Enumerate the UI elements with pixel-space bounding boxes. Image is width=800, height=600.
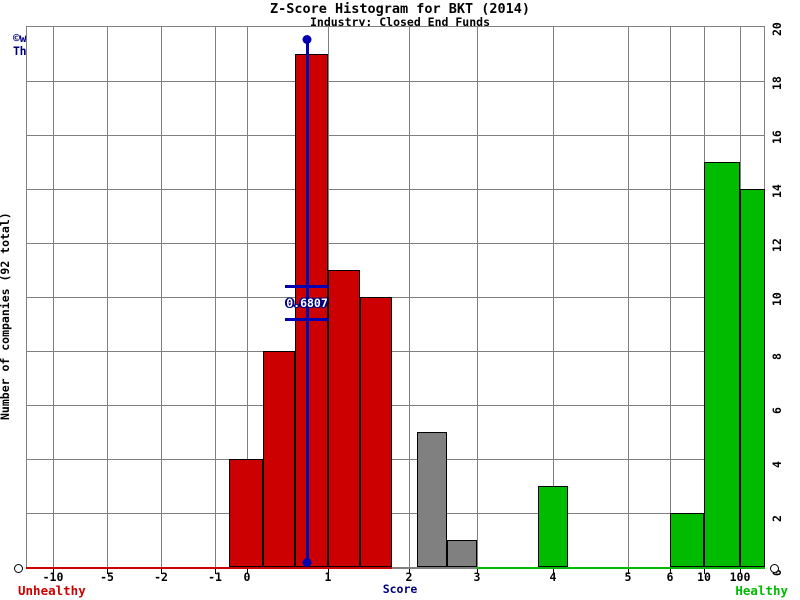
x-tick-mark — [161, 569, 162, 574]
x-tick-mark — [53, 569, 54, 574]
gridline-h — [27, 243, 764, 244]
x-tick-label: 0 — [243, 570, 251, 584]
y-tick-label: 20 — [770, 22, 784, 36]
x-tick-label: 100 — [729, 570, 751, 584]
x-tick-label: 10 — [697, 570, 711, 584]
axis-baseline — [392, 567, 477, 569]
y-tick-label: 6 — [770, 407, 784, 414]
x-tick-mark — [107, 569, 108, 574]
histogram-bar — [417, 432, 447, 567]
x-tick-mark — [409, 569, 410, 574]
x-tick-mark — [553, 569, 554, 574]
axis-endcap-left — [14, 564, 23, 573]
axis-baseline — [26, 567, 392, 569]
x-tick-label: -10 — [42, 570, 64, 584]
x-tick-label: 4 — [549, 570, 557, 584]
histogram-bar — [229, 459, 263, 567]
gridline-v — [670, 27, 671, 567]
y-tick-label: 14 — [770, 184, 784, 198]
histogram-bar — [704, 162, 740, 567]
histogram-bar — [263, 351, 295, 567]
x-tick-label: -1 — [208, 570, 222, 584]
x-axis-title: Score — [382, 582, 418, 596]
gridline-h — [27, 405, 764, 406]
gridline-h — [27, 459, 764, 460]
x-tick-mark — [628, 569, 629, 574]
histogram-bar — [360, 297, 392, 567]
marker-crossbar-lower — [285, 318, 329, 321]
marker-vertical-line — [306, 39, 309, 562]
gridline-h — [27, 135, 764, 136]
x-tick-mark — [328, 569, 329, 574]
marker-value-label: 0.6807 — [286, 296, 328, 310]
x-tick-label: 5 — [624, 570, 632, 584]
y-tick-label: 18 — [770, 76, 784, 90]
caption-healthy: Healthy — [735, 583, 788, 598]
x-tick-mark — [740, 569, 741, 574]
histogram-bar — [328, 270, 360, 567]
gridline-h — [27, 81, 764, 82]
histogram-bar — [670, 513, 704, 567]
gridline-h — [27, 189, 764, 190]
gridline-v — [53, 27, 54, 567]
x-tick-label: -2 — [154, 570, 168, 584]
histogram-bar — [295, 54, 328, 567]
x-tick-label: 6 — [666, 570, 674, 584]
x-tick-label: -5 — [100, 570, 114, 584]
chart-subtitle: Industry: Closed End Funds — [309, 15, 490, 29]
x-tick-mark — [215, 569, 216, 574]
histogram-bar — [740, 189, 765, 567]
marker-dot-bottom — [302, 558, 312, 567]
y-tick-label: 16 — [770, 130, 784, 144]
gridline-v — [477, 27, 478, 567]
y-tick-label: 12 — [770, 238, 784, 252]
x-tick-mark — [247, 569, 248, 574]
caption-unhealthy: Unhealthy — [18, 583, 86, 598]
gridline-v — [628, 27, 629, 567]
gridline-h — [27, 351, 764, 352]
marker-crossbar-upper — [285, 285, 329, 288]
y-axis-title: Number of companies (92 total) — [0, 212, 12, 420]
gridline-h — [27, 513, 764, 514]
x-tick-label: 2 — [405, 570, 413, 584]
gridline-v — [409, 27, 410, 567]
x-tick-mark — [477, 569, 478, 574]
x-tick-label: 1 — [324, 570, 332, 584]
x-tick-mark — [670, 569, 671, 574]
x-tick-mark — [704, 569, 705, 574]
axis-baseline — [477, 567, 765, 569]
histogram-bar — [538, 486, 568, 567]
gridline-v — [553, 27, 554, 567]
gridline-v — [247, 27, 248, 567]
plot-area: 0.6807 — [26, 26, 765, 568]
chart-title: Z-Score Histogram for BKT (2014) — [269, 1, 531, 17]
axis-endcap-right — [770, 564, 779, 573]
y-tick-label: 8 — [770, 353, 784, 360]
y-tick-label: 4 — [770, 461, 784, 468]
histogram-bar — [447, 540, 477, 567]
y-tick-label: 2 — [770, 515, 784, 522]
x-tick-label: 3 — [473, 570, 481, 584]
gridline-v — [107, 27, 108, 567]
gridline-v — [215, 27, 216, 567]
gridline-v — [161, 27, 162, 567]
gridline-h — [27, 297, 764, 298]
y-tick-label: 10 — [770, 292, 784, 306]
marker-dot-top — [302, 35, 312, 44]
